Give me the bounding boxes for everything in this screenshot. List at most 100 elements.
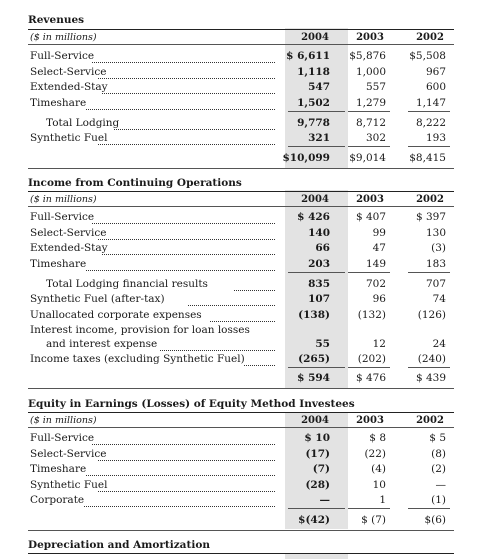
row-label: Select-Service [30,66,107,78]
header-rule [28,44,454,45]
section-rule [28,412,454,413]
section-rule [28,29,454,30]
total-rule [348,146,390,147]
subtotal-rule [408,272,450,273]
total-2002: $(6) [424,514,446,526]
value-2003: 8,712 [355,117,386,129]
value-2004: 203 [308,258,330,270]
row-label: Extended-Stay [30,242,108,254]
total-rule [408,146,450,147]
highlight-2004-equity [285,412,348,529]
value-2003: $ 8 [369,432,386,444]
total-2004: $10,099 [282,152,331,164]
value-2003: 96 [372,293,386,305]
year-header-2002: 2002 [416,415,444,426]
section-end-rule [28,168,454,169]
section-rule [28,191,454,192]
year-header-2003: 2003 [356,32,384,43]
value-2004: 547 [308,81,330,93]
row-label: Total Lodging financial results [46,278,208,290]
value-2004: (138) [298,309,330,321]
row-label: Synthetic Fuel [30,132,108,144]
row-label: Interest income, provision for loan loss… [30,324,250,336]
value-2003: 1,279 [355,97,386,109]
value-2004: 107 [308,293,330,305]
value-2004: (17) [305,448,330,460]
row-label: Timeshare [30,463,87,475]
dot-leader [98,479,275,492]
value-2004: $ 10 [304,432,330,444]
row-label: Income taxes (excluding Synthetic Fuel) [30,353,245,365]
year-header-2003: 2003 [356,415,384,426]
value-2003: $ 407 [355,211,386,223]
value-2003: 702 [365,278,386,290]
highlight-2004-income [285,190,348,388]
dot-leader [92,432,275,445]
dot-leader [98,66,275,79]
total-rule [288,367,345,368]
value-2003: (132) [357,309,386,321]
subtotal-rule [288,272,345,273]
year-header-2004: 2004 [301,194,329,205]
dot-leader [84,494,275,507]
total-rule [408,367,450,368]
header-rule [28,427,454,428]
dot-leader [98,132,275,145]
value-2004: 321 [308,132,330,144]
dot-leader [244,353,275,366]
total-rule [348,508,390,509]
value-2002: $ 397 [415,211,446,223]
value-2004: 66 [315,242,330,254]
row-label-continued: and interest expense [46,338,158,350]
value-2003: 1 [379,494,386,506]
total-2003: $9,014 [349,152,386,164]
year-header-2003: 2003 [356,194,384,205]
row-label: Timeshare [30,258,87,270]
dot-leader [92,50,275,63]
value-2003: 302 [365,132,386,144]
value-2003: 557 [365,81,386,93]
value-2003: 10 [372,479,386,491]
row-label: Timeshare [30,97,87,109]
row-label: Select-Service [30,448,107,460]
value-2002: $5,508 [409,50,446,62]
dot-leader [102,242,275,255]
value-2003: 47 [372,242,386,254]
value-2003: (22) [364,448,386,460]
dot-leader [86,97,275,110]
total-2003: $ 476 [355,372,386,384]
value-2002: (8) [431,448,446,460]
value-2002: 183 [425,258,446,270]
year-header-2002: 2002 [416,194,444,205]
row-label: Full-Service [30,211,95,223]
unit-label: ($ in millions) [30,415,97,426]
section-rule [28,553,454,554]
value-2003: 12 [372,338,386,350]
value-2004: 835 [308,278,330,290]
highlight-2004-depreciation [285,553,348,559]
section-end-rule [28,530,454,531]
dot-leader [188,293,275,306]
value-2002: 74 [432,293,446,305]
value-2004: 140 [308,227,330,239]
dot-leader [160,338,275,351]
value-2002: 600 [425,81,446,93]
highlight-2004-revenues [285,28,348,168]
value-2002: (240) [417,353,446,365]
value-2002: $ 5 [429,432,446,444]
value-2004: — [319,494,331,506]
year-header-2002: 2002 [416,32,444,43]
value-2002: 1,147 [415,97,446,109]
row-label: Total Lodging [46,117,120,129]
value-2004: $ 6,611 [286,50,330,62]
value-2004: (7) [312,463,330,475]
value-2004: 9,778 [297,117,330,129]
total-rule [288,146,345,147]
dot-leader [210,309,275,322]
value-2002: 707 [425,278,446,290]
value-2002: 130 [425,227,446,239]
unit-label: ($ in millions) [30,32,97,43]
value-2004: $ 426 [297,211,330,223]
total-rule [408,508,450,509]
value-2004: (28) [305,479,330,491]
